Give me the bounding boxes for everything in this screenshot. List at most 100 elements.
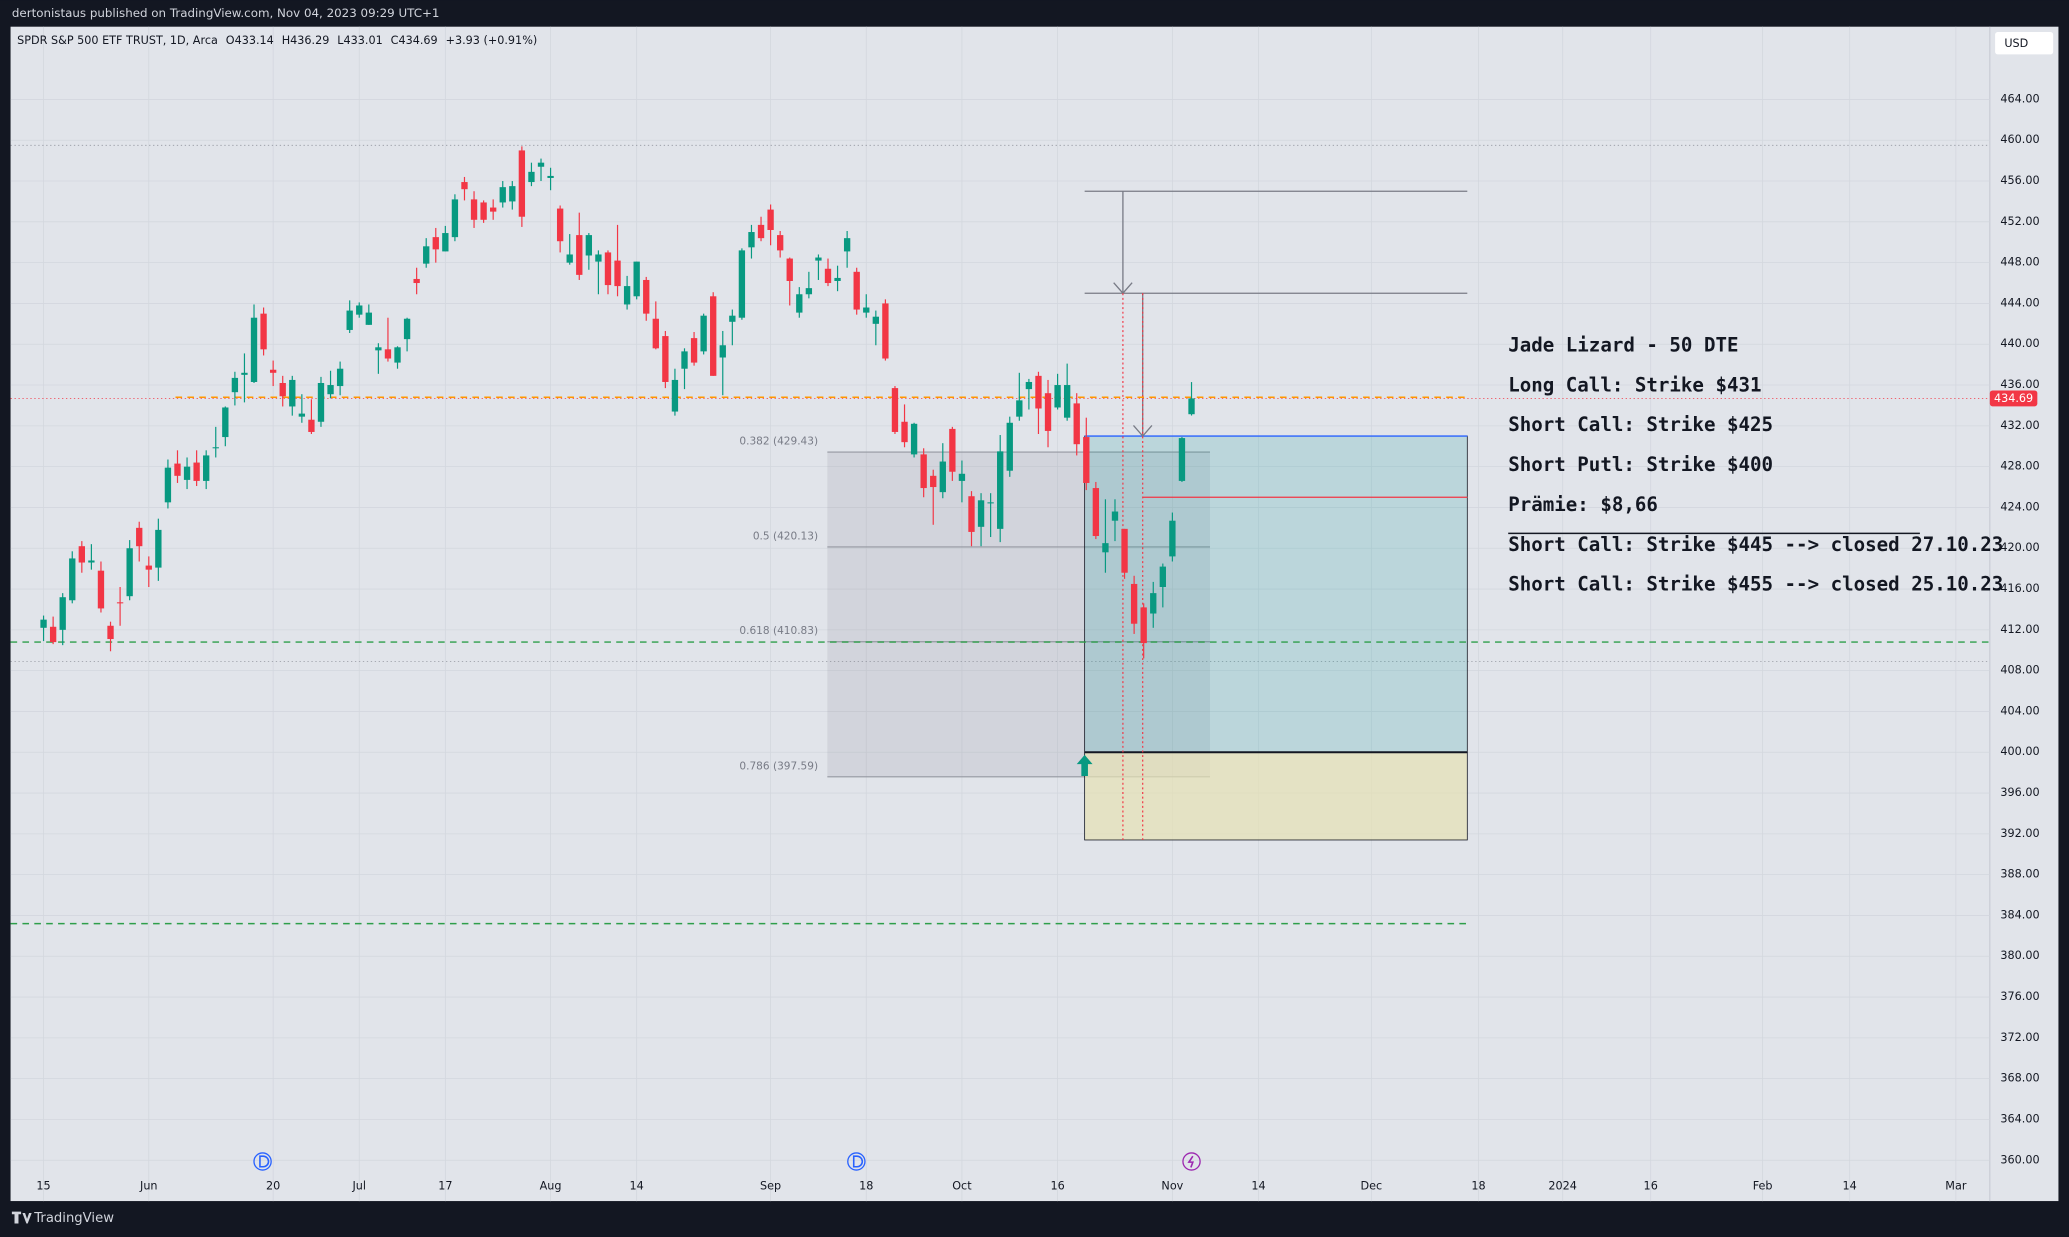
candle-body <box>394 347 401 363</box>
x-tick-label: Jul <box>351 1180 366 1193</box>
candle-body <box>423 246 430 264</box>
y-tick-label: 372.00 <box>2000 1031 2039 1044</box>
candle-body <box>1159 566 1166 588</box>
candle-body <box>872 316 879 324</box>
candle-body <box>317 382 325 422</box>
candle-body <box>930 475 937 488</box>
candle-body <box>719 345 726 358</box>
candle-body <box>786 258 793 281</box>
candle-body <box>566 254 573 263</box>
candle-body <box>700 315 707 352</box>
candle-body <box>681 351 688 369</box>
candle-body <box>136 527 143 547</box>
candle-body <box>997 451 1004 529</box>
symbol-legend: SPDR S&P 500 ETF TRUST, 1D, Arca O433.14 H… <box>17 34 537 47</box>
legend-part: C434.69 <box>391 34 438 47</box>
candle-body <box>509 186 516 202</box>
candle-body <box>643 279 650 314</box>
candle-body <box>269 369 277 373</box>
candle-body <box>537 162 545 167</box>
x-tick-label: 14 <box>1251 1180 1265 1193</box>
x-tick-label: 20 <box>266 1180 280 1193</box>
candle-body <box>40 619 47 628</box>
note-line: Short Call: Strike $425 <box>1508 413 1773 436</box>
candle-body <box>289 379 296 407</box>
entry-arrow <box>1076 754 1093 777</box>
fib-label: 0.382 (429.43) <box>739 435 818 447</box>
candle-body <box>796 294 803 313</box>
candle-body <box>222 407 229 438</box>
legend-part: +3.93 (+0.91%) <box>446 34 538 47</box>
x-tick-label: Mar <box>1945 1180 1967 1193</box>
y-tick-label: 456.00 <box>2000 174 2039 187</box>
y-tick-label: 436.00 <box>2000 378 2039 391</box>
candle-body <box>241 372 248 375</box>
logo-text: TradingView <box>33 1211 114 1226</box>
candle-body <box>910 423 918 455</box>
fib-label: 0.618 (410.83) <box>739 625 818 637</box>
candle-body <box>308 419 315 432</box>
candle-body <box>729 315 736 322</box>
legend-part: L433.01 <box>337 34 382 47</box>
candle-body <box>843 238 851 252</box>
candle-body <box>958 473 966 481</box>
candle-body <box>356 305 363 315</box>
candle-body <box>767 209 774 230</box>
candle-body <box>556 208 564 242</box>
x-tick-label: Feb <box>1753 1180 1773 1193</box>
candle-body <box>126 548 133 597</box>
x-tick-label: 14 <box>1843 1180 1857 1193</box>
candle-body <box>490 207 497 212</box>
candle-body <box>1150 593 1157 614</box>
candle-body <box>977 500 985 527</box>
candle-body <box>1006 422 1013 471</box>
dividend-icon <box>253 1152 272 1171</box>
y-tick-label: 364.00 <box>2000 1112 2039 1125</box>
candle-body <box>891 388 899 432</box>
candle-body <box>336 368 344 387</box>
candle-body <box>1111 511 1119 521</box>
candle-body <box>1025 381 1033 390</box>
candle-body <box>949 428 956 472</box>
note-line: Short Call: Strike $455 --> closed 25.10… <box>1508 573 2003 596</box>
fib-label: 0.5 (420.13) <box>753 530 818 542</box>
publisher: dertonistaus published on TradingView.co… <box>12 6 440 20</box>
candle-body <box>203 455 210 481</box>
candle-body <box>107 625 114 640</box>
candle-body <box>1130 583 1138 624</box>
y-tick-label: 384.00 <box>2000 908 2039 921</box>
candle-body <box>690 338 698 363</box>
candle-body <box>1073 403 1080 445</box>
y-tick-label: 392.00 <box>2000 827 2039 840</box>
candle-body <box>528 171 535 183</box>
y-tick-label: 396.00 <box>2000 786 2039 799</box>
candle-body <box>279 382 286 397</box>
candle-body <box>470 199 478 220</box>
x-tick-label: 2024 <box>1548 1180 1577 1193</box>
y-tick-label: 380.00 <box>2000 949 2039 962</box>
candle-body <box>69 558 76 601</box>
candle-body <box>164 467 172 503</box>
earnings-icon <box>1182 1152 1201 1171</box>
x-tick-label: 18 <box>859 1180 873 1193</box>
candle-body <box>260 313 267 350</box>
price-tag-label: 434.69 <box>1994 392 2033 405</box>
candle-body <box>1178 438 1186 481</box>
y-tick-label: 448.00 <box>2000 256 2039 269</box>
x-tick-label: Jun <box>139 1180 158 1193</box>
candle-body <box>662 336 669 382</box>
x-tick-label: Nov <box>1161 1180 1183 1193</box>
candle-body <box>748 232 755 248</box>
candle-body <box>97 570 105 609</box>
candle-body <box>805 288 813 295</box>
candle-body <box>499 187 506 203</box>
candle-body <box>1092 488 1100 537</box>
candle-body <box>595 254 602 262</box>
candle-body <box>604 252 612 286</box>
x-tick-label: Oct <box>952 1180 972 1193</box>
note-line: Jade Lizard - 50 DTE <box>1508 334 1738 357</box>
y-tick-label: 460.00 <box>2000 133 2039 146</box>
candle-body <box>384 349 392 359</box>
y-tick-label: 360.00 <box>2000 1153 2039 1166</box>
